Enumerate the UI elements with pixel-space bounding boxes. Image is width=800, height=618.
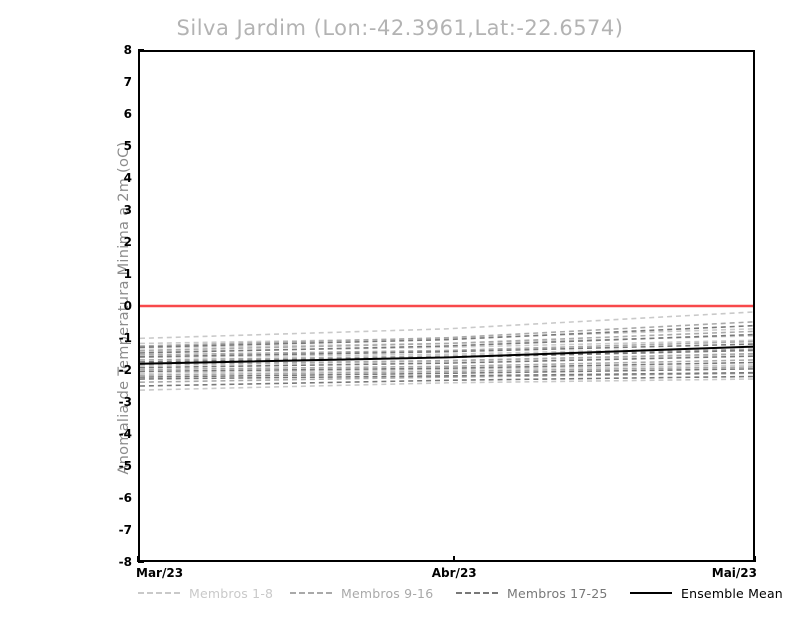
legend-item: Membros 17-25 (456, 585, 608, 601)
plot-lines (140, 304, 753, 391)
series-line (140, 364, 753, 375)
legend-label: Membros 17-25 (507, 585, 608, 601)
y-tick-label: -1 (118, 331, 132, 345)
legend-line-sample (138, 592, 180, 594)
legend-line-sample (630, 592, 672, 594)
series-line (140, 371, 753, 380)
series-line (140, 378, 753, 391)
chart-legend: Membros 1-8 Membros 9-16 Membros 17-25 Ense… (138, 585, 783, 605)
x-tick-mark (453, 556, 456, 562)
y-tick-label: 2 (123, 235, 132, 249)
y-tick-label: -3 (118, 395, 132, 409)
x-tick-label: Mar/23 (136, 566, 184, 580)
y-tick-label: -7 (118, 523, 132, 537)
legend-line-sample (290, 592, 332, 594)
plot-area (138, 50, 755, 562)
x-tick-label: Abr/23 (431, 566, 477, 580)
series-line (140, 311, 753, 340)
y-tick-label: -4 (118, 427, 132, 441)
y-tick-label: 1 (123, 267, 132, 281)
x-tick-mark (754, 556, 756, 562)
y-tick-label: 0 (123, 299, 132, 313)
series-line (140, 340, 753, 356)
series-line (140, 324, 753, 349)
series-line (140, 375, 753, 387)
series-line (140, 345, 753, 365)
chart-title: Silva Jardim (Lon:-42.3961,Lat:-22.6574) (176, 16, 624, 40)
y-tick-label: 7 (123, 75, 132, 89)
legend-line-sample (456, 592, 498, 594)
x-tick-label: Mai/23 (711, 566, 757, 580)
series-line (140, 352, 753, 366)
series-line (140, 343, 753, 358)
legend-item: Membros 9-16 (290, 585, 433, 601)
y-tick-label: 6 (123, 107, 132, 121)
y-tick-label: 5 (123, 139, 132, 153)
series-line (140, 330, 753, 352)
series-line (140, 372, 753, 383)
y-tick-label: 4 (123, 171, 132, 185)
y-tick-label: -2 (118, 363, 132, 377)
series-line (140, 368, 753, 378)
y-tick-label: -8 (118, 555, 132, 569)
series-line (140, 366, 753, 377)
x-tick-mark (137, 556, 139, 562)
series-line (140, 333, 753, 354)
legend-item: Membros 1-8 (138, 585, 273, 601)
series-line (140, 361, 753, 373)
legend-label: Membros 9-16 (341, 585, 434, 601)
y-tick-label: 8 (123, 43, 132, 57)
series-line (140, 359, 753, 371)
y-tick-label: -6 (118, 491, 132, 505)
legend-item: Ensemble Mean (630, 585, 783, 601)
series-line (140, 355, 753, 369)
legend-label: Membros 1-8 (189, 585, 274, 601)
series-line (140, 321, 753, 347)
y-tick-label: 3 (123, 203, 132, 217)
y-axis-tick-labels: 8 7 6 5 4 3 2 1 0 -1 -2 -3 -4 -5 -6 -7 -8 (104, 0, 132, 618)
y-tick-label: -5 (118, 459, 132, 473)
y-tick-mark (138, 561, 144, 563)
legend-label: Ensemble Mean (681, 585, 783, 601)
series-line (140, 348, 753, 361)
